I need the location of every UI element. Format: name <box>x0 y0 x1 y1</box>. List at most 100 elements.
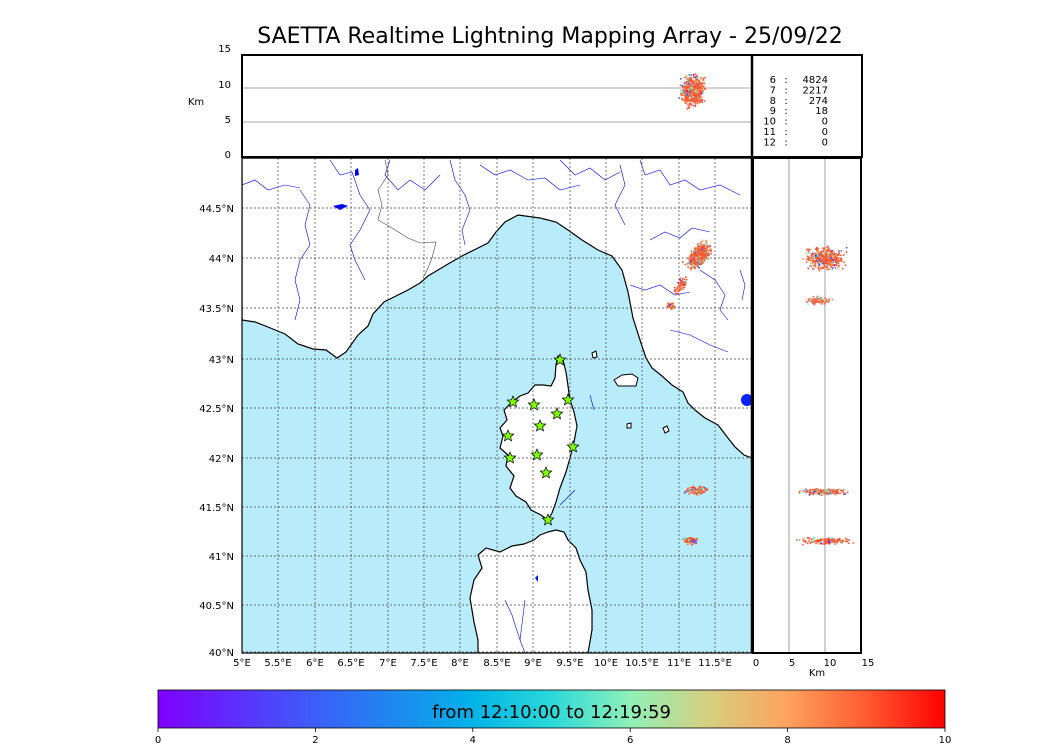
lightning-source <box>700 245 702 248</box>
lightning-source <box>688 100 691 102</box>
count-value: 274 <box>809 96 828 107</box>
lightning-source <box>840 260 843 262</box>
lightning-source <box>700 263 702 265</box>
lightning-source <box>824 543 826 545</box>
lightning-source <box>681 281 684 283</box>
counts-table: 6: 4824 7: 2217 8: 274 9: 18 10: 0 11: 0 12: 0 <box>763 75 828 148</box>
count-value: 2217 <box>803 85 828 96</box>
lightning-source <box>814 263 817 266</box>
lightning-source <box>686 90 688 92</box>
lightning-source <box>689 260 692 262</box>
figure-title: SAETTA Realtime Lightning Mapping Array … <box>257 24 843 49</box>
lightning-source <box>701 262 704 264</box>
lightning-source <box>700 96 702 98</box>
lightning-source <box>824 262 827 265</box>
lightning-source <box>838 252 840 254</box>
lightning-source <box>701 98 703 101</box>
lightning-source <box>698 486 700 489</box>
lightning-source <box>667 302 669 304</box>
lightning-source <box>833 490 835 492</box>
lightning-source <box>680 282 683 284</box>
lightning-source <box>688 106 691 108</box>
lightning-source <box>697 257 700 260</box>
lightning-source <box>839 259 841 262</box>
station-marker <box>550 407 564 420</box>
lightning-source <box>812 260 815 262</box>
lightning-source <box>812 540 814 542</box>
lightning-source <box>684 537 687 540</box>
lightning-source <box>689 261 691 264</box>
lightning-source <box>685 276 687 278</box>
lightning-source <box>699 485 701 488</box>
lightning-source <box>691 91 693 94</box>
lightning-source <box>805 540 807 542</box>
lightning-source <box>813 263 815 265</box>
lightning-source <box>683 284 686 286</box>
station-marker <box>503 451 517 464</box>
lightning-source <box>685 81 688 83</box>
lightning-source <box>687 262 690 264</box>
lightning-source <box>704 88 706 90</box>
lightning-source <box>693 99 695 101</box>
lightning-source <box>687 258 690 260</box>
lightning-source <box>832 255 835 258</box>
lat-tick-label: 40°N <box>209 648 234 659</box>
lightning-source <box>669 303 672 306</box>
lightning-source <box>689 267 692 269</box>
lightning-source <box>817 492 819 495</box>
lightning-source <box>686 95 688 97</box>
lightning-source <box>681 279 684 282</box>
lightning-source <box>684 86 686 88</box>
lightning-source <box>820 253 823 255</box>
lat-tick-label: 44°N <box>209 254 234 265</box>
lightning-source <box>683 89 686 92</box>
lightning-source <box>696 250 699 253</box>
lightning-source <box>694 539 697 541</box>
station-marker <box>506 395 520 408</box>
lightning-source <box>813 492 816 494</box>
lightning-source <box>829 263 832 266</box>
lightning-source <box>839 492 841 494</box>
count-separator: : <box>784 75 787 86</box>
count-value: 18 <box>815 106 828 117</box>
lightning-source <box>691 489 693 491</box>
lightning-source <box>692 539 695 541</box>
longitude-tick-labels: 5°E 5.5°E 6°E 6.5°E 7°E 7.5°E 8°E 8.5°E 9°E 9.5°E… <box>233 658 732 669</box>
lightning-source <box>809 259 812 262</box>
lightning-source <box>671 306 674 309</box>
lightning-source <box>833 539 836 542</box>
station-marker <box>553 353 567 366</box>
lightning-source <box>702 239 704 242</box>
lightning-source <box>686 87 689 90</box>
lightning-source <box>692 87 694 89</box>
lightning-source <box>818 254 821 256</box>
lightning-source <box>843 493 845 496</box>
lightning-source <box>694 94 697 97</box>
lightning-source <box>808 537 811 540</box>
lightning-source <box>693 83 696 85</box>
lightning-source <box>699 492 702 495</box>
lightning-source <box>827 254 829 256</box>
lightning-source <box>832 257 835 259</box>
lightning-source <box>672 304 674 307</box>
lightning-source <box>672 302 674 305</box>
lightning-source <box>811 267 814 270</box>
lightning-source <box>811 490 813 492</box>
lightning-source <box>685 82 688 85</box>
lightning-source <box>812 489 814 491</box>
lightning-source <box>705 489 707 492</box>
lightning-source <box>690 491 692 494</box>
lightning-source <box>812 252 814 255</box>
lightning-source <box>699 247 701 249</box>
mainland-land <box>242 158 752 459</box>
lightning-source <box>833 264 836 267</box>
lightning-source <box>817 258 819 261</box>
lightning-source <box>679 286 682 288</box>
lightning-source <box>691 253 693 255</box>
lightning-source <box>696 249 698 251</box>
lightning-source <box>668 303 670 306</box>
lightning-source <box>705 254 707 256</box>
lightning-source <box>836 263 838 266</box>
lightning-source <box>690 256 692 258</box>
